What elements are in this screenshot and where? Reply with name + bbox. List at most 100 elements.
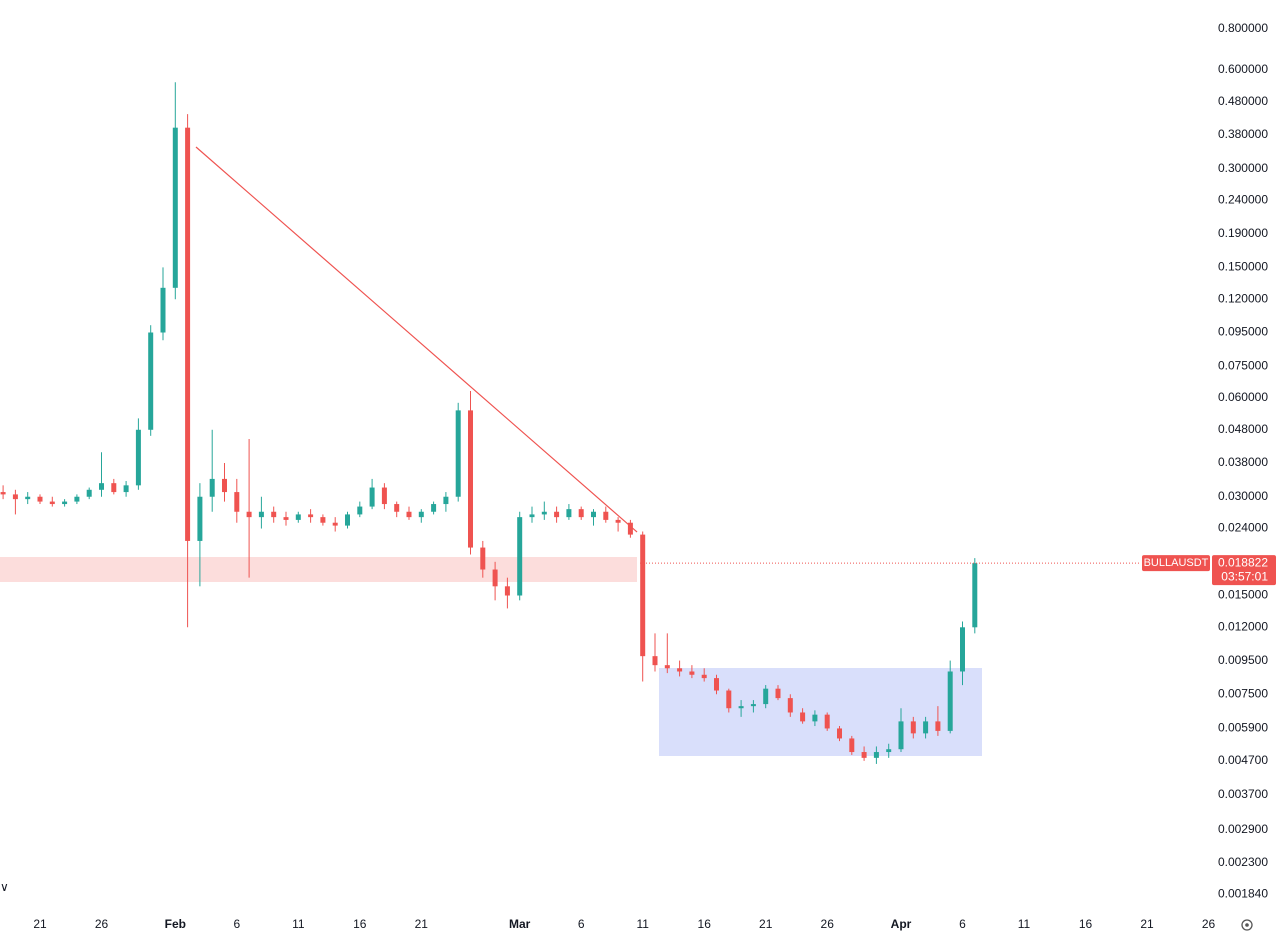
candle-body bbox=[468, 410, 473, 548]
x-tick-label: 21 bbox=[415, 917, 429, 931]
y-tick-label: 0.240000 bbox=[1218, 193, 1268, 207]
candle-body bbox=[381, 487, 387, 505]
candle-body bbox=[750, 704, 756, 707]
candle-body bbox=[947, 671, 953, 731]
y-tick-label: 0.150000 bbox=[1218, 260, 1268, 274]
candle-body bbox=[492, 569, 498, 587]
candle-body bbox=[222, 478, 227, 493]
candle-body bbox=[787, 698, 793, 713]
y-tick-label: 0.048000 bbox=[1218, 422, 1268, 436]
resistance-zone bbox=[0, 557, 637, 582]
y-tick-label: 0.024000 bbox=[1218, 521, 1268, 535]
y-tick-label: 0.300000 bbox=[1218, 161, 1268, 175]
candle-body bbox=[775, 688, 781, 699]
candle-body bbox=[504, 586, 510, 596]
candle-body bbox=[271, 511, 277, 518]
candle-body bbox=[664, 665, 670, 669]
y-tick-label: 0.380000 bbox=[1218, 127, 1268, 141]
candle-body bbox=[418, 511, 424, 518]
y-tick-label: 0.190000 bbox=[1218, 226, 1268, 240]
candle-body bbox=[0, 492, 6, 495]
x-tick-label: 11 bbox=[1018, 917, 1031, 931]
candle-body bbox=[923, 721, 929, 734]
candle-body bbox=[529, 514, 535, 518]
candle-body bbox=[566, 509, 572, 518]
x-tick-label: 11 bbox=[636, 917, 649, 931]
candle-body bbox=[86, 489, 92, 497]
candle-body bbox=[37, 496, 43, 502]
candle-body bbox=[652, 656, 658, 666]
settings-icon[interactable] bbox=[1241, 919, 1253, 931]
candle-body bbox=[714, 678, 719, 691]
candle-body bbox=[357, 506, 363, 515]
y-tick-label: 0.005900 bbox=[1218, 721, 1268, 735]
candle-body bbox=[123, 485, 129, 493]
candle-body bbox=[837, 728, 842, 739]
candle-body bbox=[972, 563, 978, 628]
candle-body bbox=[62, 501, 68, 505]
candle-body bbox=[74, 496, 80, 502]
x-tick-label: 21 bbox=[759, 917, 773, 931]
x-tick-label: 26 bbox=[95, 917, 109, 931]
countdown-label: 03:57:01 bbox=[1221, 569, 1268, 583]
candle-body bbox=[283, 517, 289, 520]
x-tick-label: 26 bbox=[1202, 917, 1216, 931]
candle-body bbox=[443, 496, 449, 505]
y-tick-label: 0.600000 bbox=[1218, 62, 1268, 76]
candle-body bbox=[738, 706, 744, 709]
x-tick-label: 16 bbox=[698, 917, 712, 931]
candle-body bbox=[726, 690, 732, 709]
x-tick-label: 21 bbox=[33, 917, 47, 931]
candle-body bbox=[763, 688, 769, 705]
candle-body bbox=[627, 522, 633, 535]
y-tick-label: 0.001840 bbox=[1218, 887, 1268, 901]
candle-body bbox=[394, 504, 400, 512]
candle-body bbox=[197, 496, 203, 541]
candle-body bbox=[406, 511, 412, 518]
candle-body bbox=[345, 514, 350, 526]
candle-body bbox=[160, 287, 166, 333]
candle-body bbox=[431, 504, 437, 512]
candle-body bbox=[455, 410, 461, 497]
y-tick-label: 0.015000 bbox=[1218, 588, 1268, 602]
x-tick-label: 26 bbox=[821, 917, 835, 931]
candle-body bbox=[12, 494, 18, 500]
candle-body bbox=[246, 511, 252, 518]
y-tick-label: 0.002900 bbox=[1218, 822, 1268, 836]
y-tick-label: 0.800000 bbox=[1218, 21, 1268, 35]
y-tick-label: 0.030000 bbox=[1218, 489, 1268, 503]
candle-body bbox=[49, 501, 55, 505]
candle-body bbox=[480, 547, 486, 570]
y-tick-label: 0.075000 bbox=[1218, 358, 1268, 372]
x-tick-label: Mar bbox=[509, 917, 531, 931]
candle-body bbox=[960, 627, 965, 672]
candle-body bbox=[849, 738, 855, 753]
collapse-icon[interactable]: ∨ bbox=[0, 880, 9, 894]
candle-body bbox=[369, 487, 375, 507]
x-tick-label: Feb bbox=[165, 917, 186, 931]
candle-body bbox=[25, 496, 31, 500]
candle-body bbox=[234, 492, 240, 512]
x-tick-label: 11 bbox=[292, 917, 305, 931]
x-tick-label: Apr bbox=[891, 917, 912, 931]
candle-body bbox=[99, 483, 104, 490]
y-tick-label: 0.003700 bbox=[1218, 787, 1268, 801]
candle-body bbox=[541, 511, 547, 515]
candle-body bbox=[111, 483, 117, 493]
accumulation-box bbox=[659, 668, 982, 756]
candle-body bbox=[332, 522, 338, 526]
candle-body bbox=[209, 478, 215, 497]
price-tag bbox=[1212, 555, 1276, 586]
candle-body bbox=[320, 517, 326, 523]
y-tick-label: 0.012000 bbox=[1218, 619, 1268, 633]
candle-body bbox=[677, 668, 683, 672]
candle-body bbox=[517, 517, 523, 596]
candle-body bbox=[603, 511, 609, 520]
candle-body bbox=[910, 721, 916, 734]
x-tick-label: 16 bbox=[1079, 917, 1093, 931]
candle-body bbox=[886, 749, 892, 753]
candle-body bbox=[640, 534, 646, 657]
y-tick-label: 0.007500 bbox=[1218, 686, 1268, 700]
candle-body bbox=[800, 712, 806, 722]
